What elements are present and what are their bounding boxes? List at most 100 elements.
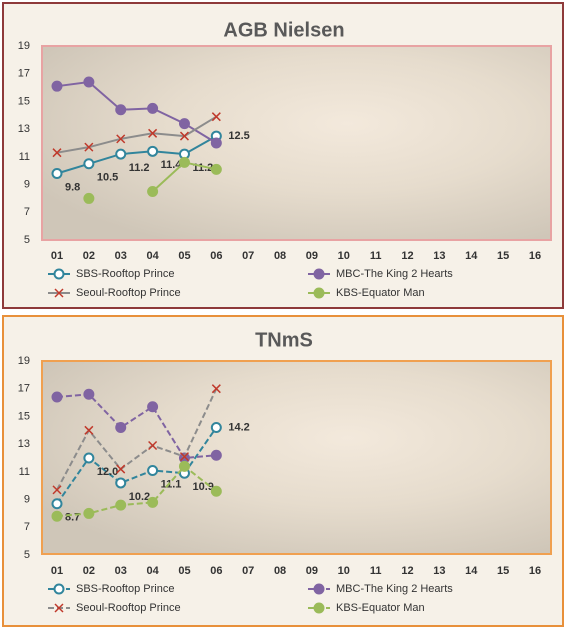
legend-label: KBS-Equator Man	[336, 602, 425, 614]
x-tick-label: 10	[338, 250, 350, 262]
y-tick-label: 15	[18, 410, 30, 422]
x-tick-label: 09	[306, 565, 318, 577]
data-label: 9.8	[65, 181, 80, 193]
marker	[51, 498, 63, 510]
legend-label: SBS-Rooftop Prince	[76, 268, 174, 280]
marker	[148, 128, 158, 138]
marker	[211, 384, 221, 394]
y-tick-label: 7	[24, 521, 30, 533]
y-tick-label: 15	[18, 95, 30, 107]
marker	[115, 499, 127, 511]
marker	[83, 158, 95, 170]
marker	[83, 76, 95, 88]
x-tick-label: 03	[115, 250, 127, 262]
marker	[116, 464, 126, 474]
marker	[210, 485, 222, 497]
x-tick-label: 15	[497, 565, 509, 577]
marker	[52, 485, 62, 495]
marker	[84, 425, 94, 435]
x-tick-label: 13	[433, 250, 445, 262]
marker	[115, 104, 127, 116]
x-tick-label: 13	[433, 565, 445, 577]
marker	[148, 440, 158, 451]
x-tick-label: 06	[210, 565, 222, 577]
data-label: 12.5	[228, 130, 249, 142]
marker	[51, 80, 63, 92]
series-line	[56, 388, 218, 491]
y-tick-label: 19	[18, 355, 30, 367]
marker	[147, 145, 159, 157]
plot-area	[41, 45, 552, 241]
marker	[147, 102, 159, 114]
x-tick-label: 04	[146, 250, 159, 262]
y-tick-label: 13	[18, 438, 30, 450]
y-tick-label: 13	[18, 123, 30, 135]
x-tick-label: 08	[274, 250, 286, 262]
y-tick-label: 9	[24, 178, 30, 190]
marker	[147, 496, 159, 508]
marker	[83, 388, 95, 400]
chart-title: TNmS	[255, 329, 313, 351]
y-tick-label: 9	[24, 493, 30, 505]
y-tick-label: 17	[18, 68, 30, 80]
x-tick-label: 10	[338, 565, 350, 577]
x-tick-label: 06	[210, 250, 222, 262]
legend-label: KBS-Equator Man	[336, 287, 425, 299]
x-tick-label: 16	[529, 565, 541, 577]
x-tick-label: 07	[242, 565, 254, 577]
legend-marker	[313, 602, 325, 614]
marker	[51, 167, 63, 179]
x-tick-label: 16	[529, 250, 541, 262]
x-tick-label: 04	[146, 565, 159, 577]
x-tick-label: 12	[401, 250, 413, 262]
legend-marker	[53, 583, 65, 595]
x-tick-label: 14	[465, 565, 478, 577]
marker	[210, 449, 222, 461]
data-label: 10.2	[129, 491, 150, 503]
x-tick-label: 01	[51, 565, 63, 577]
data-label: 10.5	[97, 172, 118, 184]
marker	[51, 391, 63, 403]
legend-label: Seoul-Rooftop Prince	[76, 602, 181, 614]
data-label: 12.0	[97, 466, 118, 478]
chart-title: AGB Nielsen	[223, 19, 344, 41]
legend-label: Seoul-Rooftop Prince	[76, 287, 181, 299]
x-tick-label: 12	[401, 565, 413, 577]
series-line	[56, 115, 217, 154]
marker	[210, 163, 222, 175]
y-tick-label: 11	[19, 151, 30, 163]
legend-marker	[313, 583, 325, 595]
y-tick-label: 7	[24, 206, 30, 218]
marker	[178, 460, 190, 472]
x-tick-label: 15	[497, 250, 509, 262]
legend-label: SBS-Rooftop Prince	[76, 583, 174, 595]
marker	[83, 452, 95, 464]
data-label: 11.2	[129, 162, 150, 174]
marker	[210, 422, 222, 434]
marker	[178, 118, 190, 130]
marker	[116, 134, 126, 144]
marker	[147, 401, 159, 413]
x-tick-label: 11	[370, 250, 382, 262]
x-tick-label: 01	[51, 250, 63, 262]
x-tick-label: 14	[465, 250, 478, 262]
x-tick-label: 08	[274, 565, 286, 577]
marker	[115, 422, 127, 434]
data-label: 11.1	[161, 478, 182, 490]
y-tick-label: 5	[24, 234, 30, 246]
marker	[51, 510, 63, 522]
marker	[179, 452, 189, 462]
marker	[210, 137, 222, 149]
x-tick-label: 03	[115, 565, 127, 577]
x-tick-label: 02	[83, 565, 95, 577]
data-label: 14.2	[228, 421, 249, 433]
marker	[179, 131, 189, 141]
marker	[52, 148, 62, 158]
data-label: 11.4	[161, 159, 183, 171]
series-line	[56, 135, 217, 175]
marker	[211, 112, 221, 122]
marker	[83, 507, 95, 519]
x-tick-label: 09	[306, 250, 318, 262]
